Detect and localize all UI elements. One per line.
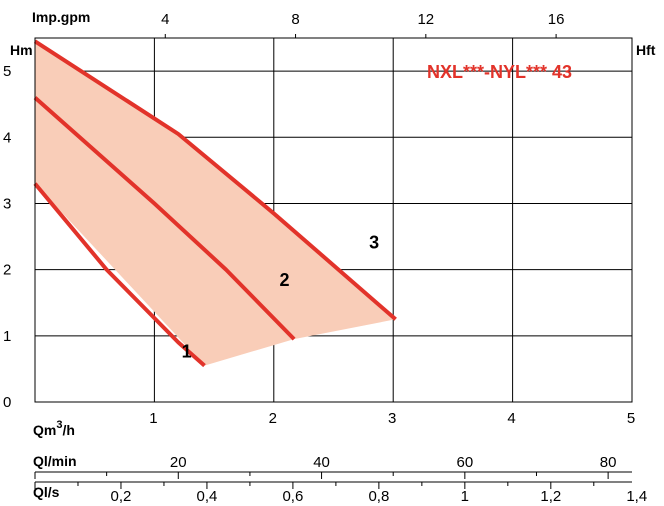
ls-tick-label: 1,4 — [626, 488, 647, 505]
x-tick-label: 3 — [388, 410, 396, 427]
x-tick-label: 4 — [507, 410, 515, 427]
y-tick-label: 4 — [3, 129, 11, 146]
y-tick-label: 0 — [3, 394, 11, 411]
top-tick-label: 4 — [161, 11, 169, 28]
top-tick-label: 12 — [417, 11, 434, 28]
ls-tick-label: 0,6 — [282, 488, 303, 505]
x-axis-label-base: Qm — [33, 422, 56, 438]
pump-curve-3 — [33, 39, 397, 321]
pump-curve-1 — [33, 182, 206, 368]
operating-area — [35, 41, 396, 366]
y-tick-label: 2 — [3, 262, 11, 279]
chart-title: NXL***-NYL*** 43 — [427, 62, 572, 82]
pump-curve-2 — [33, 96, 296, 341]
x-axis-label-tail: /h — [62, 422, 74, 438]
y-axis-right-label: Hft — [636, 42, 656, 58]
lmin-tick-label: 60 — [456, 454, 473, 471]
lmin-tick-label: 40 — [313, 454, 330, 471]
y-tick-label: 5 — [3, 63, 11, 80]
plot-frame — [34, 37, 633, 403]
x-tick-label: 2 — [269, 410, 277, 427]
top-tick-label: 16 — [548, 11, 565, 28]
ls-tick-label: 0,2 — [111, 488, 132, 505]
top-tick-label: 8 — [291, 11, 299, 28]
y-axis-label: Hm — [10, 42, 33, 58]
ls-tick-label: 1 — [461, 488, 469, 505]
ls-tick-label: 0,8 — [368, 488, 389, 505]
tick-labels: 1 2 3 4 5 0 1 2 3 4 5 — [3, 63, 635, 427]
x-tick-label: 5 — [627, 410, 635, 427]
lmin-axis-label: Ql/min — [33, 453, 77, 469]
pump-curves: 1 2 3 — [33, 39, 397, 368]
x-tick-label: 1 — [149, 410, 157, 427]
ls-tick-label: 1,2 — [540, 488, 561, 505]
x-axis-label-superscript: 3 — [56, 419, 62, 431]
y-tick-label: 3 — [3, 195, 11, 212]
plot-border — [34, 37, 633, 403]
lmin-tick-label: 20 — [170, 454, 187, 471]
curve-label-1: 1 — [182, 342, 192, 362]
ls-axis-label: Ql/s — [33, 484, 60, 500]
ls-tick-label: 0,4 — [197, 488, 218, 505]
curve-label-2: 2 — [280, 270, 290, 290]
y-tick-label: 1 — [3, 328, 11, 345]
lmin-tick-label: 80 — [600, 454, 617, 471]
x-axis-label: Qm3/h — [33, 419, 75, 438]
curve-label-3: 3 — [369, 232, 379, 252]
top-axis-label: Imp.gpm — [32, 9, 90, 25]
